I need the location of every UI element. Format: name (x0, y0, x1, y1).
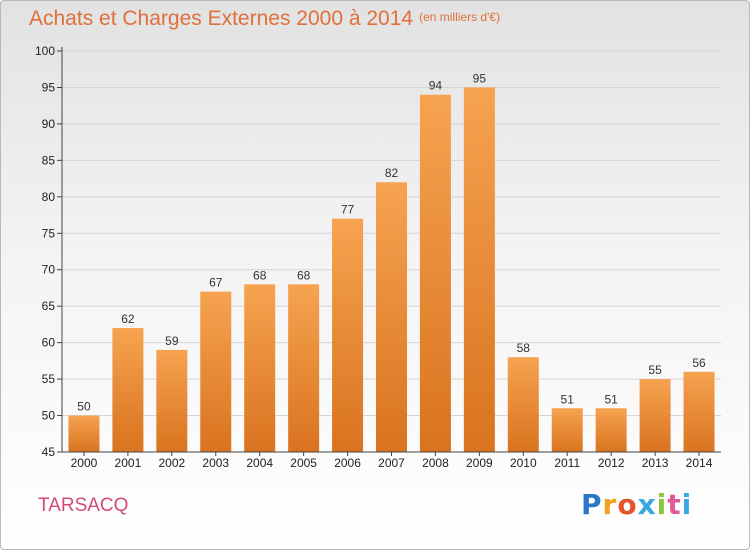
logo-letter: P (581, 488, 603, 521)
logo-letter: o (617, 488, 638, 521)
logo-letter: i (656, 488, 668, 521)
value-label-2004: 68 (253, 268, 267, 282)
x-tick-label-2001: 2001 (115, 456, 142, 470)
value-label-2007: 82 (385, 166, 399, 180)
value-label-2000: 50 (77, 400, 91, 414)
x-tick-label-2013: 2013 (642, 456, 669, 470)
chart-title: Achats et Charges Externes 2000 à 2014 (e… (29, 7, 500, 31)
x-tick-label-2012: 2012 (598, 456, 625, 470)
labels-layer: 50 2000 62 2001 59 2002 67 2003 68 2004 68 2005 77 20… (71, 71, 713, 470)
y-tick-label: 80 (42, 190, 56, 204)
x-tick-label-2005: 2005 (290, 456, 317, 470)
bar-2006 (332, 218, 364, 452)
bar-2014 (683, 371, 715, 452)
bar-2002 (156, 349, 188, 452)
chart-title-text: Achats et Charges Externes 2000 à 2014 (29, 7, 414, 30)
chart-title-unit: (en milliers d'€) (419, 10, 501, 24)
y-tick-label: 75 (42, 226, 56, 240)
value-label-2005: 68 (297, 268, 311, 282)
value-label-2010: 58 (517, 341, 531, 355)
bar-2009 (463, 87, 495, 453)
x-tick-label-2014: 2014 (686, 456, 713, 470)
y-tick-label: 45 (42, 445, 56, 459)
bar-2000 (68, 415, 100, 452)
bar-2004 (244, 284, 276, 452)
city-name: TARSACQ (38, 495, 129, 516)
x-tick-label-2003: 2003 (202, 456, 229, 470)
x-tick-label-2009: 2009 (466, 456, 493, 470)
y-tick-label: 60 (42, 336, 56, 350)
x-tick-label-2010: 2010 (510, 456, 537, 470)
value-label-2006: 77 (341, 203, 355, 217)
bar-2001 (112, 328, 144, 452)
bar-2008 (419, 94, 451, 452)
logo-letter: i (681, 488, 693, 521)
proxiti-logo[interactable]: Proxiti (581, 488, 692, 521)
y-tick-label: 50 (42, 409, 56, 423)
value-label-2009: 95 (473, 71, 487, 85)
y-tick-label: 100 (35, 44, 55, 58)
axis-layer: 45 50 55 60 65 70 75 80 85 90 95 100 (35, 44, 721, 459)
value-label-2011: 51 (561, 392, 575, 406)
bar-2012 (595, 408, 627, 452)
y-tick-label: 70 (42, 263, 56, 277)
y-tick-label: 55 (42, 372, 56, 386)
logo-letter: t (667, 488, 682, 521)
x-tick-label-2002: 2002 (158, 456, 185, 470)
bar-2007 (376, 182, 407, 452)
logo-letter: r (602, 488, 618, 521)
y-tick-label: 65 (42, 299, 56, 313)
bar-2003 (200, 291, 232, 452)
x-tick-label-2008: 2008 (422, 456, 449, 470)
x-tick-label-2004: 2004 (246, 456, 273, 470)
value-label-2012: 51 (604, 392, 618, 406)
x-tick-label-2007: 2007 (378, 456, 405, 470)
logo-letter: x (637, 488, 657, 521)
bars-layer (68, 87, 715, 453)
y-tick-label: 95 (42, 80, 56, 94)
bar-2010 (507, 357, 539, 452)
value-label-2008: 94 (429, 79, 443, 93)
value-label-2014: 56 (692, 356, 706, 370)
value-label-2002: 59 (165, 334, 179, 348)
y-tick-label: 90 (42, 117, 56, 131)
value-label-2003: 67 (209, 276, 223, 290)
value-label-2001: 62 (121, 312, 135, 326)
value-label-2013: 55 (648, 363, 662, 377)
bar-2011 (551, 408, 583, 452)
x-tick-label-2011: 2011 (554, 456, 580, 470)
bar-2005 (288, 284, 320, 452)
y-tick-label: 85 (42, 153, 56, 167)
x-tick-label-2000: 2000 (71, 456, 98, 470)
bar-2013 (639, 379, 671, 452)
x-tick-label-2006: 2006 (334, 456, 361, 470)
